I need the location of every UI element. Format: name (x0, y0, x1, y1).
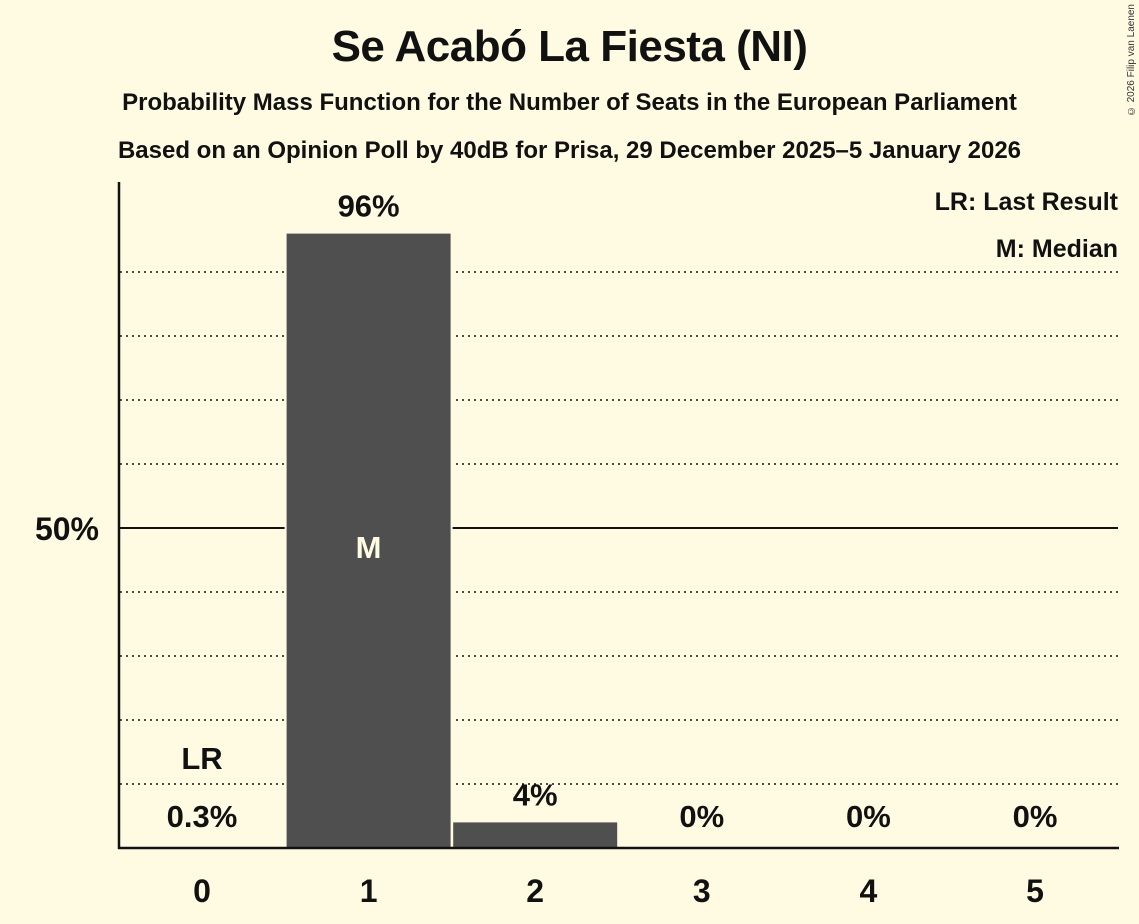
value-label-4: 0% (846, 799, 891, 834)
x-tick-label-1: 1 (360, 873, 378, 909)
legend-median: M: Median (996, 235, 1118, 263)
value-labels: 0.3% 96% 4% 0% 0% 0% (167, 189, 1058, 834)
value-label-5: 0% (1013, 799, 1058, 834)
value-label-3: 0% (679, 799, 724, 834)
bar-2 (453, 822, 618, 848)
last-result-marker: LR (181, 741, 222, 776)
value-label-2: 4% (513, 777, 558, 812)
value-label-0: 0.3% (167, 799, 238, 834)
x-tick-label-2: 2 (526, 873, 544, 909)
markers: LR M (181, 530, 381, 776)
legend-last-result: LR: Last Result (935, 188, 1119, 216)
bars (284, 233, 620, 849)
chart-source: Based on an Opinion Poll by 40dB for Pri… (117, 137, 1022, 164)
chart-subtitle: Probability Mass Function for the Number… (122, 89, 1017, 116)
x-tick-label-0: 0 (193, 873, 211, 909)
bar-1 (286, 233, 451, 849)
chart-title: Se Acabó La Fiesta (NI) (331, 22, 808, 71)
x-tick-label-4: 4 (860, 873, 878, 909)
y-tick-label-50: 50% (35, 511, 99, 547)
x-tick-label-5: 5 (1026, 873, 1044, 909)
median-marker: M (356, 530, 382, 565)
x-tick-labels: 0 1 2 3 4 5 (193, 873, 1044, 909)
gridlines (120, 271, 1118, 785)
value-label-1: 96% (338, 189, 400, 224)
x-tick-label-3: 3 (693, 873, 711, 909)
